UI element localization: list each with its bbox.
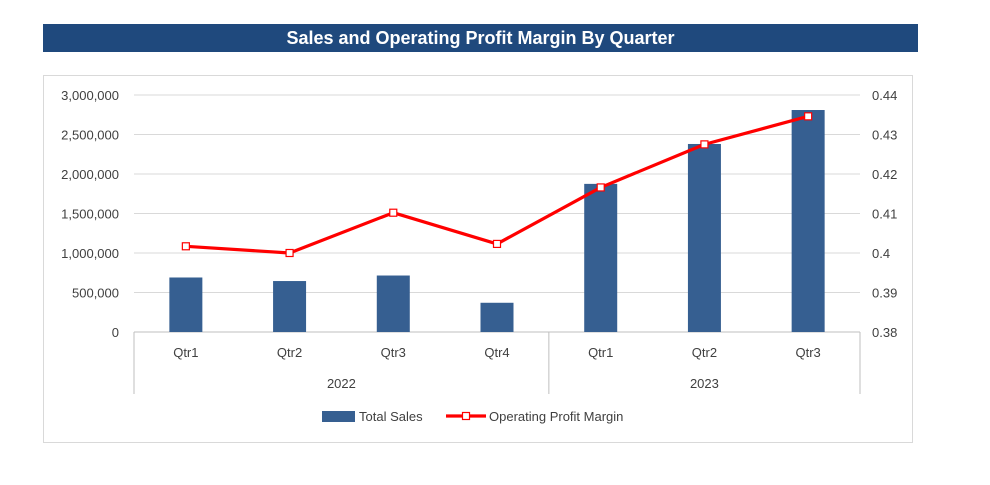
legend-label-operating-profit-margin: Operating Profit Margin (489, 409, 623, 424)
y-right-tick-label: 0.44 (872, 88, 897, 103)
marker-operating-profit-margin (285, 248, 294, 258)
combo-chart: 3,000,000 0.44 2,500,000 0.43 2,000,000 0.42 1… (61, 88, 897, 424)
y-right-tick-label: 0.39 (872, 286, 897, 301)
legend-swatch-total-sales (322, 411, 355, 422)
y-left-tick-label: 1,500,000 (61, 207, 119, 222)
category-label: Qtr3 (381, 345, 406, 360)
y-right-tick-label: 0.42 (872, 167, 897, 182)
chart-area: 3,000,000 0.44 2,500,000 0.43 2,000,000 0.42 1… (43, 75, 913, 443)
bar-total-sales (791, 110, 825, 332)
marker-operating-profit-margin (181, 242, 190, 251)
bar-total-sales (169, 277, 203, 332)
category-label: Qtr2 (277, 345, 302, 360)
legend-marker-operating-profit-margin (461, 411, 471, 421)
category-label: Qtr4 (484, 345, 509, 360)
bar-total-sales (480, 302, 514, 332)
category-label: Qtr1 (173, 345, 198, 360)
y-left-tick-label: 1,000,000 (61, 246, 119, 261)
y-left-tick-label: 0 (112, 325, 119, 340)
bar-total-sales (376, 275, 410, 332)
legend-label-total-sales: Total Sales (359, 409, 423, 424)
y-right-tick-label: 0.4 (872, 246, 890, 261)
y-left-tick-label: 500,000 (72, 286, 119, 301)
category-label: Qtr3 (795, 345, 820, 360)
bar-total-sales (273, 281, 307, 332)
chart-title: Sales and Operating Profit Margin By Qua… (43, 24, 918, 52)
bar-total-sales (687, 143, 721, 332)
y-right-tick-label: 0.41 (872, 207, 897, 222)
y-left-tick-label: 2,500,000 (61, 128, 119, 143)
y-left-tick-label: 3,000,000 (61, 88, 119, 103)
group-label-2023: 2023 (690, 376, 719, 391)
marker-operating-profit-margin (700, 140, 709, 149)
bar-total-sales (584, 183, 618, 332)
marker-operating-profit-margin (492, 239, 502, 249)
category-label: Qtr2 (692, 345, 717, 360)
y-right-tick-label: 0.43 (872, 128, 897, 143)
y-left-tick-label: 2,000,000 (61, 167, 119, 182)
marker-operating-profit-margin (804, 112, 813, 121)
y-right-tick-label: 0.38 (872, 325, 897, 340)
category-label: Qtr1 (588, 345, 613, 360)
group-label-2022: 2022 (327, 376, 356, 391)
marker-operating-profit-margin (596, 183, 605, 192)
marker-operating-profit-margin (389, 208, 398, 217)
